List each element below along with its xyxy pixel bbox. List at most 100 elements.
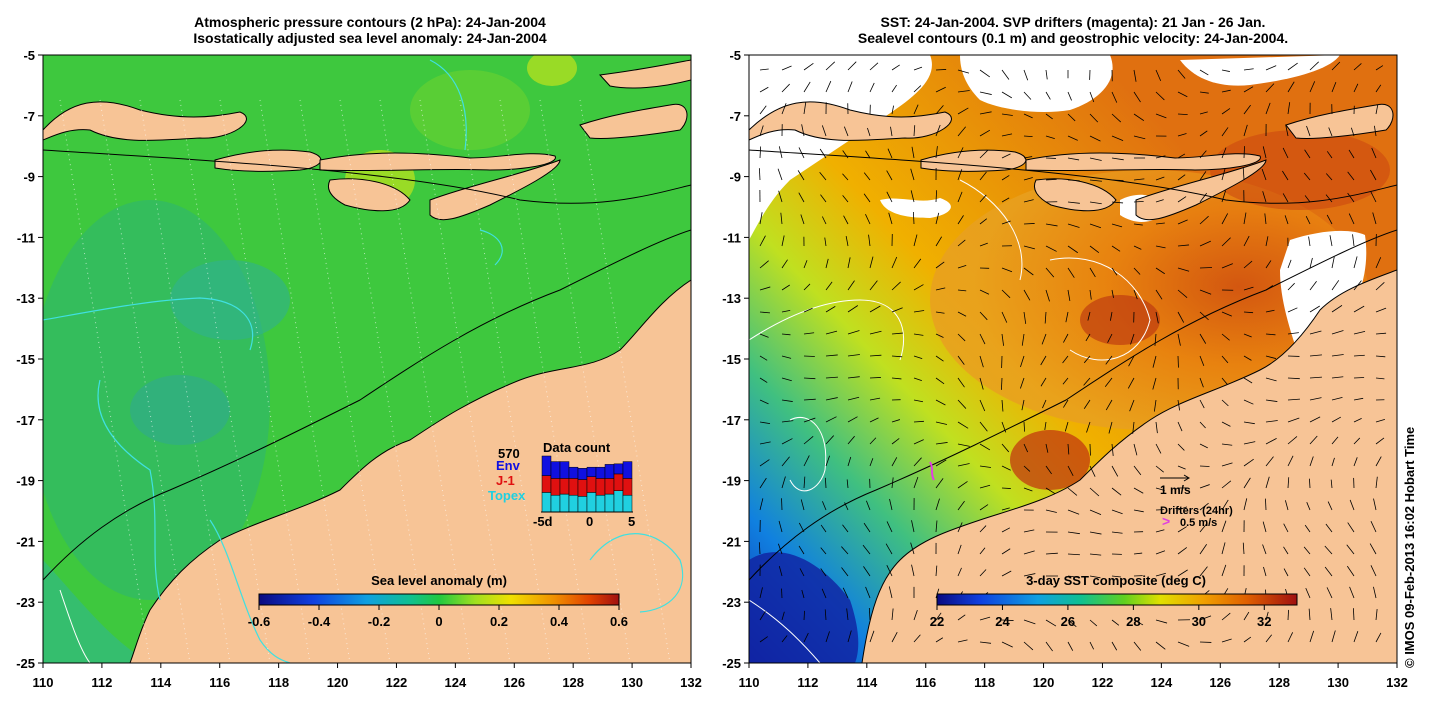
velocity-arrow (913, 355, 923, 360)
velocity-arrow (1045, 487, 1056, 494)
velocity-arrow (1023, 465, 1031, 472)
velocity-arrow (1287, 62, 1298, 71)
velocity-arrow (1221, 127, 1229, 137)
velocity-arrow (1353, 280, 1362, 291)
velocity-arrow (759, 421, 771, 425)
data-count-inset: Data count 570 Env J-1 Topex -5d 0 5 (488, 440, 635, 529)
velocity-arrow (1221, 499, 1229, 511)
velocity-arrow (1353, 330, 1366, 335)
velocity-arrow (1199, 240, 1211, 247)
inset-tick-5: 5 (628, 514, 635, 529)
velocity-arrow (798, 192, 805, 203)
data-count-title: Data count (543, 440, 611, 455)
velocity-arrow (1346, 544, 1355, 555)
velocity-arrow (842, 587, 849, 599)
velocity-arrow (910, 190, 915, 203)
velocity-arrow (1177, 506, 1188, 511)
velocity-arrow (759, 235, 766, 247)
velocity-arrow (957, 500, 965, 511)
velocity-arrow (1199, 421, 1206, 429)
velocity-arrow (1067, 113, 1076, 122)
velocity-arrow (1086, 421, 1091, 433)
velocity-arrow (1001, 465, 1011, 471)
velocity-arrow (891, 457, 898, 467)
velocity-arrow (1265, 260, 1272, 269)
velocity-arrow (1287, 282, 1295, 291)
bar-topex (622, 494, 633, 513)
velocity-arrow (803, 417, 816, 423)
velocity-arrow (1089, 113, 1099, 123)
bar-env (586, 466, 597, 477)
velocity-arrow (1067, 465, 1074, 477)
velocity-arrow (1155, 465, 1164, 473)
australia-landmass (129, 279, 691, 663)
velocity-arrow (1353, 631, 1359, 643)
altimeter-track (139, 99, 231, 663)
velocity-arrow (1083, 355, 1091, 364)
velocity-arrow (1067, 619, 1077, 627)
velocity-arrow (863, 172, 871, 181)
velocity-arrow (869, 630, 875, 643)
velocity-arrow (1309, 435, 1318, 445)
velocity-arrow (1155, 529, 1165, 533)
velocity-arrow (1287, 259, 1292, 269)
velocity-arrow (935, 565, 938, 577)
velocity-arrow (1309, 61, 1319, 71)
wetar-island (598, 59, 691, 89)
right-lat-tick-label: -21 (722, 534, 741, 549)
velocity-arrow (891, 355, 903, 358)
velocity-arrow (1221, 237, 1231, 247)
sst-map (749, 55, 1397, 663)
velocity-arrow (1085, 333, 1091, 342)
right-lon-tick-label: 126 (1209, 675, 1231, 690)
velocity-arrow (935, 261, 945, 269)
velocity-arrow (957, 69, 970, 74)
colorbar-tick-label: 0.4 (550, 614, 569, 629)
velocity-arrow (1370, 169, 1377, 181)
velocity-arrow (1152, 355, 1157, 368)
velocity-arrow (1023, 311, 1027, 324)
pressure-contour (59, 589, 91, 663)
bar-j1 (541, 475, 552, 493)
velocity-arrow (1287, 102, 1291, 115)
velocity-arrow (1001, 133, 1013, 137)
velocity-arrow (1001, 641, 1013, 648)
left-lat-tick-label: -11 (17, 230, 35, 245)
velocity-arrow (1221, 612, 1231, 621)
left-lat-tick-label: -19 (16, 474, 35, 489)
bar-env (613, 463, 624, 475)
velocity-arrow (1067, 179, 1080, 182)
velocity-arrow (869, 417, 879, 423)
velocity-arrow (1133, 178, 1145, 181)
velocity-arrow (1347, 192, 1355, 203)
velocity-arrow (843, 215, 849, 225)
drifters-speed-label: 0.5 m/s (1180, 517, 1217, 529)
velocity-arrow (865, 150, 871, 159)
colorbar-tick-label: 0.2 (490, 614, 508, 629)
velocity-arrow (1309, 397, 1322, 401)
velocity-arrow (1133, 200, 1144, 203)
velocity-arrow (1067, 245, 1078, 254)
left-lat-tick-label: -7 (23, 109, 35, 124)
velocity-arrow (1001, 570, 1012, 577)
right-lon-tick-label: 112 (797, 675, 818, 690)
velocity-arrow (1221, 355, 1229, 364)
velocity-arrow (935, 377, 945, 385)
left-lon-tick-label: 112 (91, 675, 112, 690)
velocity-arrow (1063, 333, 1069, 343)
drifters-label: Drifters (24hr) (1160, 505, 1233, 517)
velocity-arrow (1199, 465, 1210, 467)
velocity-arrow (957, 639, 968, 643)
colorbar-tick-label: 30 (1192, 614, 1206, 629)
velocity-arrow (1020, 377, 1025, 389)
bar-j1 (604, 478, 615, 495)
right-lon-tick-label: 130 (1327, 675, 1349, 690)
velocity-arrow (1287, 81, 1295, 93)
left-lon-tick-label: 114 (150, 675, 172, 690)
velocity-arrow (869, 397, 881, 401)
velocity-arrow (891, 438, 900, 445)
velocity-arrow (913, 310, 925, 313)
velocity-arrow (1089, 531, 1102, 535)
velocity-arrow (1045, 552, 1058, 555)
velocity-arrow (1265, 611, 1269, 621)
